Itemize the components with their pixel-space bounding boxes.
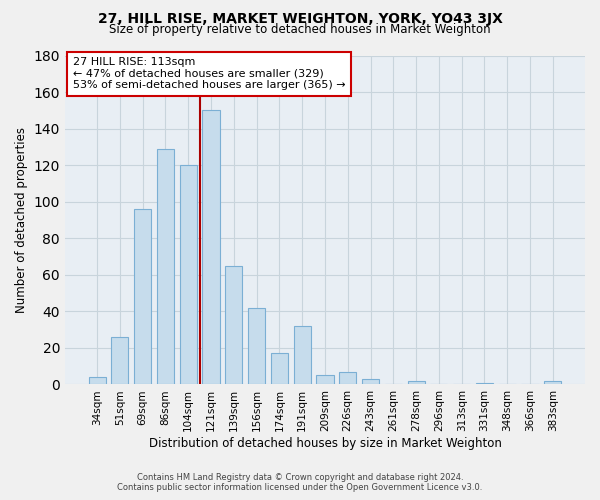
X-axis label: Distribution of detached houses by size in Market Weighton: Distribution of detached houses by size … (149, 437, 502, 450)
Bar (362, 379, 379, 384)
Bar (179, 165, 197, 384)
Bar (134, 209, 151, 384)
Text: 27, HILL RISE, MARKET WEIGHTON, YORK, YO43 3JX: 27, HILL RISE, MARKET WEIGHTON, YORK, YO… (98, 12, 502, 26)
Text: Size of property relative to detached houses in Market Weighton: Size of property relative to detached ho… (109, 22, 491, 36)
Bar (476, 382, 493, 384)
Bar (225, 266, 242, 384)
Bar (271, 354, 288, 384)
Text: Contains HM Land Registry data © Crown copyright and database right 2024.
Contai: Contains HM Land Registry data © Crown c… (118, 473, 482, 492)
Bar (339, 372, 356, 384)
Bar (407, 381, 425, 384)
Bar (544, 381, 562, 384)
Bar (316, 376, 334, 384)
Bar (157, 148, 174, 384)
Bar (202, 110, 220, 384)
Y-axis label: Number of detached properties: Number of detached properties (15, 127, 28, 313)
Bar (89, 377, 106, 384)
Bar (248, 308, 265, 384)
Bar (293, 326, 311, 384)
Text: 27 HILL RISE: 113sqm
← 47% of detached houses are smaller (329)
53% of semi-deta: 27 HILL RISE: 113sqm ← 47% of detached h… (73, 57, 346, 90)
Bar (112, 337, 128, 384)
